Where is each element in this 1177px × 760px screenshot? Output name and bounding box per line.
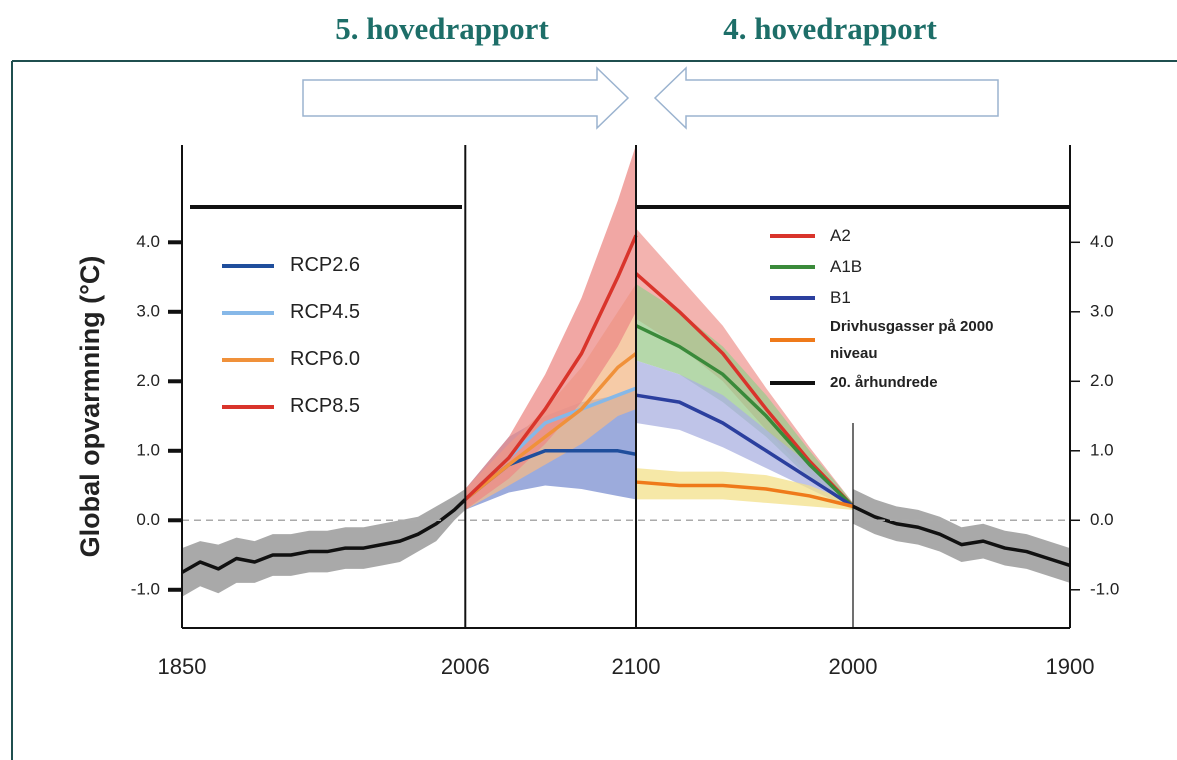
y-axis-label: Global opvarmning (°C) bbox=[75, 256, 105, 558]
band bbox=[465, 145, 636, 510]
legend-label: RCP6.0 bbox=[290, 348, 361, 370]
legend-item: 20. århundrede bbox=[770, 367, 1005, 398]
y-tick-label: 3.0 bbox=[1090, 301, 1114, 320]
legend-label: A2 bbox=[830, 225, 851, 245]
axes: -1.0 0.0 1.0 2.0 3.0 4.0 1850 2006 2100 Global op… bbox=[75, 145, 1119, 679]
legend-item: A1B bbox=[770, 251, 1005, 282]
legend-swatch bbox=[222, 404, 274, 409]
line bbox=[464, 352, 638, 501]
legend-label: Drivhusgasser på 2000 niveau bbox=[830, 318, 994, 362]
legend-item: RCP6.0 bbox=[222, 336, 360, 383]
x-tick-label: 2100 bbox=[612, 654, 661, 679]
line bbox=[464, 234, 638, 501]
legend-label: 20. århundrede bbox=[830, 374, 938, 391]
lines bbox=[181, 234, 1071, 574]
line bbox=[635, 324, 855, 508]
y-tick-label: 4.0 bbox=[136, 232, 160, 251]
y-tick-label: 0.0 bbox=[136, 510, 160, 529]
y-tick-label: 4.0 bbox=[1090, 232, 1114, 251]
line bbox=[852, 504, 1071, 568]
legend-left: RCP2.6 RCP4.5 RCP6.0 RCP8.5 bbox=[222, 242, 360, 430]
legend-label: A1B bbox=[830, 256, 863, 276]
x-tick-label: 2006 bbox=[441, 654, 490, 679]
y-tick-label: 2.0 bbox=[1090, 371, 1114, 390]
legend-swatch bbox=[770, 264, 815, 269]
line bbox=[635, 393, 854, 508]
legend-item: Drivhusgasser på 2000 niveau bbox=[770, 313, 1005, 367]
band bbox=[853, 489, 1070, 583]
y-tick-label: -1.0 bbox=[131, 579, 160, 598]
line bbox=[634, 272, 855, 508]
y-tick-label: 1.0 bbox=[136, 440, 160, 459]
legend-item: RCP4.5 bbox=[222, 289, 360, 336]
legend-label: RCP2.6 bbox=[290, 254, 361, 276]
line bbox=[635, 480, 854, 509]
y-tick-label: -1.0 bbox=[1090, 579, 1119, 598]
legend-swatch bbox=[770, 295, 815, 300]
legend-item: A2 bbox=[770, 220, 1005, 251]
x-tick-label: 2000 bbox=[829, 654, 878, 679]
band bbox=[182, 489, 466, 597]
legend-item: RCP8.5 bbox=[222, 383, 360, 430]
legend-swatch bbox=[770, 338, 815, 342]
y-tick-label: 1.0 bbox=[1090, 440, 1114, 459]
legend-swatch bbox=[222, 310, 274, 315]
legend-label: RCP4.5 bbox=[290, 301, 361, 323]
legend-right: A2 A1B B1 Drivhusgasser på 2000 niveau 20. å… bbox=[770, 220, 1005, 398]
header-left: 5. hovedrapport bbox=[335, 11, 549, 46]
legend-item: B1 bbox=[770, 282, 1005, 313]
y-tick-label: 0.0 bbox=[1090, 510, 1114, 529]
x-tick-label: 1850 bbox=[158, 654, 207, 679]
legend-swatch bbox=[770, 233, 815, 238]
arrow-left bbox=[653, 66, 999, 130]
legend-swatch bbox=[222, 263, 274, 268]
x-tick-label: 1900 bbox=[1046, 654, 1095, 679]
y-tick-label: 3.0 bbox=[136, 301, 160, 320]
legend-item: RCP2.6 bbox=[222, 242, 360, 289]
arrow-right bbox=[302, 66, 630, 130]
y-tick-label: 2.0 bbox=[136, 371, 160, 390]
legend-label: B1 bbox=[830, 287, 851, 307]
line bbox=[181, 498, 467, 574]
legend-swatch bbox=[222, 357, 274, 362]
header-right: 4. hovedrapport bbox=[723, 11, 937, 46]
legend-swatch bbox=[770, 380, 815, 385]
legend-label: RCP8.5 bbox=[290, 395, 361, 417]
